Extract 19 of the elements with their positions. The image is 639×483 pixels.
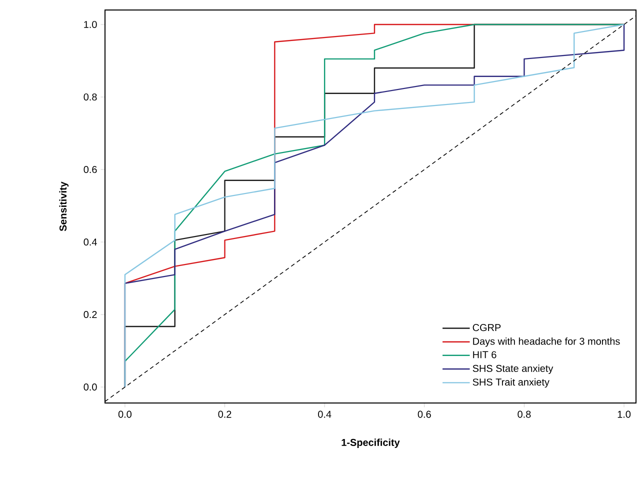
legend-label: SHS Trait anxiety xyxy=(472,378,550,388)
y-tick-label: 1.0 xyxy=(84,20,97,28)
x-tick-label: 0.6 xyxy=(418,410,431,418)
x-tick-label: 0.2 xyxy=(218,410,232,418)
x-tick-label: 0.8 xyxy=(518,410,531,418)
y-tick-label: 0.4 xyxy=(84,238,97,246)
legend-label: SHS State anxiety xyxy=(472,364,554,374)
x-tick-label: 1.0 xyxy=(618,410,631,418)
legend-label: CGRP xyxy=(472,324,501,332)
legend-label: Days with headache for 3 months xyxy=(473,337,620,347)
y-tick-label: 0.2 xyxy=(84,311,97,318)
x-tick-label: 0.4 xyxy=(318,410,332,418)
y-tick-label: 0.8 xyxy=(84,93,97,101)
y-axis-title: Sensitivity xyxy=(59,182,69,232)
y-tick-label: 0.0 xyxy=(84,384,97,391)
x-axis-title: 1-Specificity xyxy=(342,438,400,448)
legend-label: HIT 6 xyxy=(473,351,496,358)
y-tick-label: 0.6 xyxy=(84,166,97,174)
x-tick-label: 0.0 xyxy=(118,410,132,418)
